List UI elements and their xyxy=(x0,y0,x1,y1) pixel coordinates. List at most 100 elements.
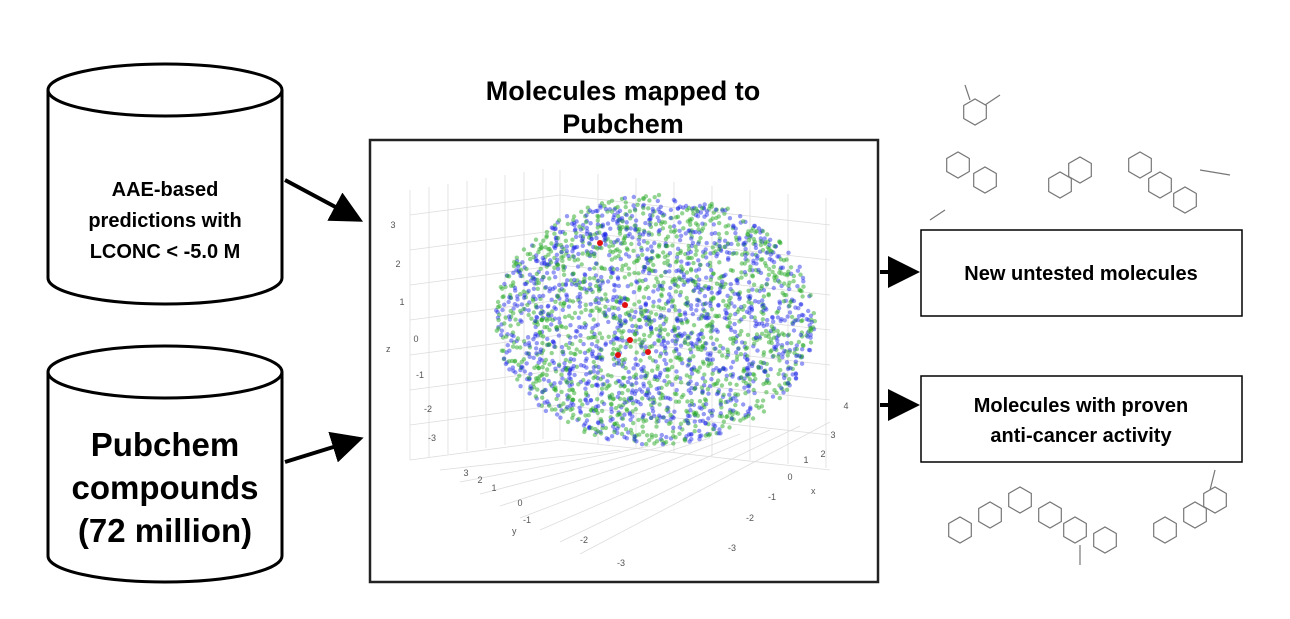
point xyxy=(523,342,528,347)
point xyxy=(576,382,581,387)
point xyxy=(533,346,539,351)
point xyxy=(570,406,575,411)
point xyxy=(620,416,626,421)
point xyxy=(779,271,784,276)
point xyxy=(641,205,646,211)
point xyxy=(675,246,681,251)
point xyxy=(550,317,555,323)
point xyxy=(700,221,705,226)
point xyxy=(785,314,790,319)
point xyxy=(725,414,730,419)
point xyxy=(616,390,622,396)
point xyxy=(717,349,722,354)
point xyxy=(617,403,622,409)
point xyxy=(648,259,653,264)
point xyxy=(685,303,690,308)
point xyxy=(804,333,809,338)
point xyxy=(577,291,583,297)
point xyxy=(524,266,529,272)
point xyxy=(696,267,702,272)
point xyxy=(556,218,562,223)
point xyxy=(566,345,572,351)
point xyxy=(551,340,557,346)
point xyxy=(685,299,690,304)
point xyxy=(699,331,704,336)
point xyxy=(572,277,577,283)
point xyxy=(711,222,716,227)
point xyxy=(656,207,661,212)
point xyxy=(661,250,666,255)
point xyxy=(768,252,773,257)
point xyxy=(643,301,648,306)
point xyxy=(591,369,596,374)
point xyxy=(734,357,739,362)
point xyxy=(654,327,659,332)
point xyxy=(611,267,616,272)
point xyxy=(517,262,523,267)
point xyxy=(770,394,776,399)
point xyxy=(669,364,675,370)
point xyxy=(686,205,691,211)
point xyxy=(764,322,770,327)
point xyxy=(668,412,673,418)
point xyxy=(611,312,616,317)
point xyxy=(615,210,620,215)
point xyxy=(748,294,753,299)
point xyxy=(692,412,697,417)
point xyxy=(623,252,629,257)
point xyxy=(504,334,509,339)
source-label: (72 million) xyxy=(78,512,252,549)
point xyxy=(680,427,685,432)
point xyxy=(750,361,755,367)
point xyxy=(529,316,534,321)
tick-label: 2 xyxy=(477,475,482,485)
point xyxy=(678,312,683,318)
point xyxy=(639,374,644,379)
point xyxy=(527,345,533,350)
point xyxy=(628,395,634,401)
point xyxy=(784,360,790,365)
point xyxy=(727,298,732,303)
point xyxy=(556,333,562,338)
point xyxy=(658,415,663,420)
point xyxy=(541,348,546,353)
point xyxy=(768,349,773,354)
point xyxy=(511,280,516,285)
point xyxy=(574,347,579,352)
point xyxy=(684,270,690,275)
point xyxy=(752,341,757,346)
point xyxy=(694,341,699,346)
point xyxy=(537,356,543,362)
point xyxy=(692,429,697,434)
point xyxy=(564,244,569,249)
point xyxy=(594,355,599,361)
point xyxy=(519,364,524,369)
point xyxy=(728,372,733,378)
point xyxy=(654,349,659,354)
point xyxy=(618,318,623,324)
point xyxy=(665,300,671,305)
point xyxy=(677,308,682,313)
point xyxy=(617,231,623,236)
point xyxy=(671,197,677,203)
point xyxy=(591,359,596,365)
point xyxy=(667,251,673,256)
point xyxy=(708,335,714,340)
point xyxy=(688,347,693,352)
point xyxy=(627,231,632,237)
point xyxy=(617,224,622,229)
point xyxy=(538,310,543,316)
point xyxy=(683,312,688,317)
point xyxy=(634,439,639,444)
point xyxy=(616,253,621,259)
point xyxy=(610,270,616,275)
point xyxy=(652,209,657,214)
point xyxy=(506,299,511,305)
point xyxy=(764,379,770,384)
point xyxy=(553,344,558,350)
output-label: New untested molecules xyxy=(964,263,1197,285)
point xyxy=(719,383,725,388)
point xyxy=(581,363,587,369)
point xyxy=(569,243,574,248)
